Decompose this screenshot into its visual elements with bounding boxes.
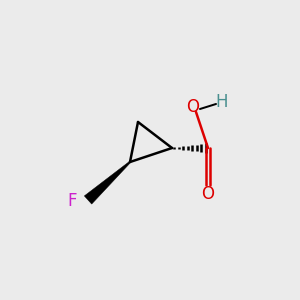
Text: H: H bbox=[216, 93, 228, 111]
Text: O: O bbox=[187, 98, 200, 116]
Text: O: O bbox=[202, 185, 214, 203]
Polygon shape bbox=[84, 161, 130, 204]
Text: F: F bbox=[68, 192, 77, 210]
